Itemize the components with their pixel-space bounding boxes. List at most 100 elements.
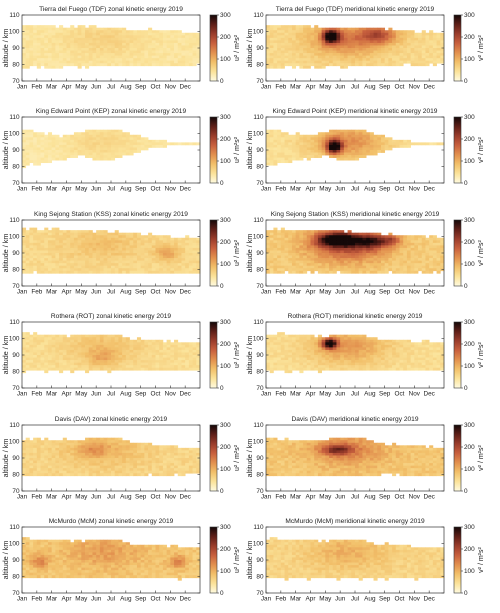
- heatmap-cell: [148, 270, 153, 274]
- heatmap-cell: [388, 37, 393, 41]
- heatmap-cell: [188, 268, 193, 272]
- heatmap-cell: [125, 240, 130, 244]
- heatmap-cell: [174, 349, 179, 353]
- heatmap-cell: [111, 263, 116, 267]
- heatmap-cell: [288, 152, 293, 156]
- heatmap-cell: [273, 162, 278, 166]
- heatmap-cell: [358, 134, 363, 138]
- heatmap-cell: [22, 142, 27, 146]
- heatmap-cell: [288, 60, 293, 64]
- heatmap-cell: [280, 25, 285, 29]
- y-tick-label: 80: [256, 267, 264, 274]
- heatmap-cell: [59, 58, 64, 62]
- heatmap-cell: [347, 155, 352, 158]
- heatmap-cell: [136, 55, 142, 59]
- heatmap-cell: [196, 355, 201, 358]
- heatmap-cell: [269, 37, 274, 41]
- heatmap-cell: [85, 32, 90, 36]
- heatmap-cell: [429, 240, 434, 244]
- heatmap-cell: [62, 240, 67, 244]
- heatmap-cell: [88, 265, 93, 269]
- heatmap-cell: [88, 147, 93, 151]
- heatmap-cell: [81, 63, 86, 67]
- heatmap-cell: [159, 35, 164, 39]
- heatmap-cell: [133, 37, 138, 41]
- heatmap-cell: [148, 245, 153, 249]
- heatmap-cell: [314, 240, 319, 244]
- heatmap-cell: [340, 129, 345, 133]
- heatmap-cell: [144, 55, 149, 59]
- heatmap-cell: [88, 134, 93, 138]
- heatmap-cell: [47, 157, 53, 161]
- heatmap-cell: [421, 60, 426, 64]
- heatmap-cell: [96, 32, 101, 36]
- heatmap-cell: [192, 247, 197, 251]
- x-tick-label: Sep: [379, 186, 391, 193]
- heatmap-cell: [125, 32, 130, 36]
- heatmap-cell: [99, 334, 104, 338]
- heatmap-cell: [280, 227, 285, 231]
- heatmap-cell: [96, 60, 101, 64]
- heatmap-cell: [440, 42, 445, 46]
- heatmap-cell: [317, 334, 322, 338]
- heatmap-cell: [269, 337, 274, 341]
- x-tick-label: Feb: [31, 289, 42, 296]
- heatmap-cell: [310, 347, 315, 351]
- heatmap-cell: [291, 360, 297, 363]
- heatmap-cell: [66, 237, 71, 241]
- heatmap-cell: [440, 58, 445, 62]
- heatmap-cell: [321, 242, 326, 246]
- heatmap-cell: [314, 337, 319, 341]
- x-tick-label: Jan: [17, 84, 28, 91]
- heatmap-cell: [380, 235, 386, 239]
- heatmap-cell: [336, 240, 341, 244]
- heatmap-cell: [321, 355, 326, 358]
- heatmap-cell: [429, 142, 434, 146]
- heatmap-cell: [140, 250, 145, 254]
- heatmap-cell: [332, 235, 337, 239]
- heatmap-cell: [22, 367, 27, 371]
- heatmap-cell: [414, 263, 419, 267]
- heatmap-cell: [306, 349, 311, 353]
- heatmap-cell: [40, 155, 45, 158]
- heatmap-cell: [159, 339, 164, 343]
- heatmap-cell: [329, 144, 334, 148]
- heatmap-cell: [273, 235, 278, 239]
- heatmap-cell: [358, 250, 363, 254]
- heatmap-cell: [436, 42, 441, 46]
- heatmap-cell: [288, 362, 293, 366]
- heatmap-cell: [29, 60, 34, 64]
- heatmap-cell: [114, 352, 119, 356]
- heatmap-cell: [329, 270, 334, 274]
- heatmap-cell: [377, 253, 382, 256]
- heatmap-cell: [436, 268, 441, 272]
- heatmap-cell: [155, 263, 160, 267]
- heatmap-cell: [295, 53, 300, 56]
- heatmap-cell: [373, 63, 378, 67]
- heatmap-cell: [196, 270, 201, 274]
- heatmap-cell: [188, 344, 193, 348]
- heatmap-cell: [107, 129, 112, 133]
- heatmap-cell: [366, 132, 371, 136]
- heatmap-cell: [136, 144, 142, 148]
- heatmap-cell: [277, 242, 282, 246]
- heatmap-cell: [44, 137, 49, 141]
- heatmap-cell: [62, 342, 67, 346]
- heatmap-cell: [111, 237, 116, 241]
- heatmap-cell: [51, 42, 56, 46]
- heatmap-cell: [129, 144, 134, 148]
- heatmap-cell: [177, 255, 182, 259]
- heatmap-cell: [29, 160, 34, 164]
- heatmap-cell: [103, 344, 108, 348]
- heatmap-cell: [321, 270, 326, 274]
- heatmap-cell: [59, 270, 64, 274]
- heatmap-cell: [373, 40, 378, 44]
- heatmap-cell: [151, 58, 156, 62]
- heatmap-cell: [33, 157, 38, 161]
- heatmap-cell: [125, 142, 130, 146]
- heatmap-cell: [369, 245, 374, 249]
- heatmap-cell: [148, 255, 153, 259]
- heatmap-cell: [47, 240, 53, 244]
- heatmap-cell: [55, 37, 60, 41]
- heatmap-cell: [373, 45, 378, 49]
